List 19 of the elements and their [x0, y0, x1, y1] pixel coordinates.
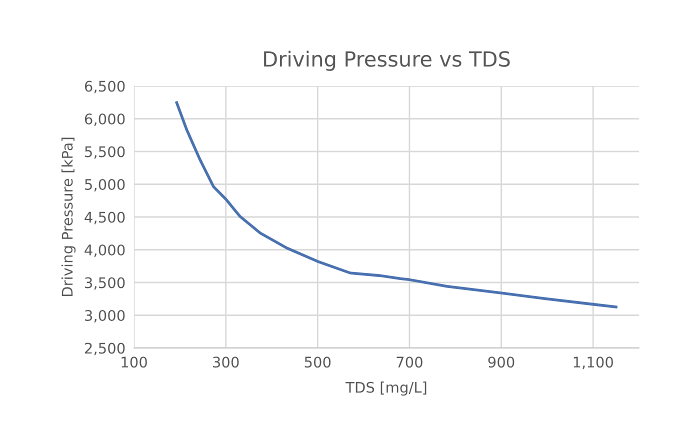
y-tick-label: 6,500 — [84, 80, 125, 94]
x-tick-label: 300 — [213, 356, 239, 368]
x-tick-label: 900 — [488, 356, 514, 368]
y-axis-title: Driving Pressure [kPa] — [61, 138, 76, 296]
chart-title: Driving Pressure vs TDS — [264, 50, 510, 71]
y-tick-label: 3,000 — [85, 310, 125, 322]
y-tick-label: 2,500 — [84, 342, 125, 356]
x-tick-label: 1,100 — [574, 356, 613, 370]
line-series — [175, 101, 618, 308]
x-tick-label: 500 — [304, 356, 331, 368]
x-axis-title: TDS [mg/L] — [346, 382, 426, 396]
y-tick-label: 6,000 — [84, 113, 125, 126]
x-tick-label: 700 — [396, 356, 422, 368]
x-tick-label: 100 — [122, 356, 147, 368]
y-tick-label: 4,500 — [84, 212, 125, 224]
y-tick-label: 5,000 — [85, 178, 125, 192]
y-tick-label: 4,000 — [84, 244, 125, 257]
y-tick-label: 3,500 — [85, 277, 125, 290]
y-tick-label: 5,500 — [85, 146, 125, 159]
